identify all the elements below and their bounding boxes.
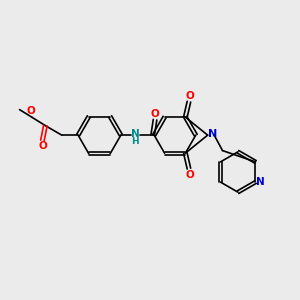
Text: O: O — [185, 91, 194, 101]
Text: H: H — [131, 136, 139, 146]
Text: O: O — [38, 141, 47, 152]
Text: N: N — [131, 129, 140, 139]
Text: O: O — [185, 169, 194, 180]
Text: O: O — [151, 109, 159, 119]
Text: O: O — [26, 106, 35, 116]
Text: N: N — [208, 129, 217, 139]
Text: N: N — [256, 177, 265, 187]
